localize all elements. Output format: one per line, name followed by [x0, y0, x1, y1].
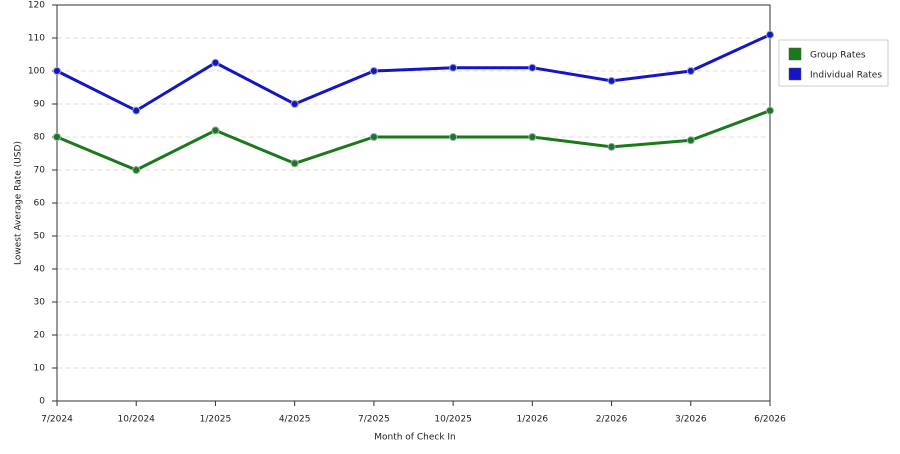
y-tick-label: 60 — [34, 199, 46, 209]
x-tick-label: 4/2025 — [279, 415, 311, 425]
x-tick-label: 1/2026 — [516, 415, 548, 425]
x-axis-label: Month of Check In — [374, 433, 456, 443]
x-tick-label: 2/2026 — [596, 415, 628, 425]
x-tick-label: 6/2026 — [754, 415, 786, 425]
y-tick-label: 50 — [34, 232, 46, 242]
data-point — [449, 133, 458, 141]
y-tick-label: 20 — [34, 331, 46, 341]
y-tick-label: 30 — [34, 298, 46, 308]
y-tick-label: 10 — [34, 364, 46, 374]
data-point — [132, 166, 141, 174]
legend-swatch — [788, 67, 802, 81]
plot-frame — [56, 4, 771, 402]
legend-swatch — [788, 47, 802, 61]
data-point — [53, 67, 61, 75]
data-point — [607, 142, 616, 151]
x-tick-label: 7/2024 — [41, 415, 73, 425]
x-tick-label: 10/2025 — [434, 415, 471, 425]
data-point — [290, 159, 299, 168]
data-point — [211, 126, 220, 135]
data-point — [290, 100, 299, 108]
data-point — [528, 133, 537, 141]
data-point — [369, 133, 378, 141]
x-tick-label: 7/2025 — [358, 415, 390, 425]
y-tick-label: 120 — [28, 1, 45, 11]
y-tick-label: 70 — [34, 166, 46, 176]
data-point — [686, 67, 695, 75]
data-point — [53, 133, 61, 141]
x-tick-label: 3/2026 — [675, 415, 707, 425]
legend-label: Group Rates — [810, 51, 866, 61]
data-point — [766, 30, 774, 39]
data-point — [766, 106, 774, 115]
y-tick-label: 110 — [28, 34, 45, 44]
x-tick-label: 10/2024 — [118, 415, 156, 425]
data-point — [211, 58, 220, 67]
x-tick-label: 1/2025 — [200, 415, 232, 425]
series-line — [56, 109, 771, 172]
series-line — [56, 33, 771, 113]
data-point — [132, 106, 141, 115]
y-tick-label: 0 — [39, 397, 45, 407]
data-point — [528, 63, 537, 72]
y-tick-label: 40 — [34, 265, 46, 275]
data-point — [449, 63, 458, 72]
y-tick-label: 80 — [34, 133, 46, 143]
y-axis-label: Lowest Average Rate (USD) — [14, 141, 24, 265]
data-point — [607, 76, 616, 85]
data-point — [686, 136, 695, 145]
data-point — [369, 67, 378, 75]
legend-label: Individual Rates — [810, 71, 882, 81]
y-tick-label: 100 — [28, 67, 45, 77]
y-tick-label: 90 — [34, 100, 46, 110]
